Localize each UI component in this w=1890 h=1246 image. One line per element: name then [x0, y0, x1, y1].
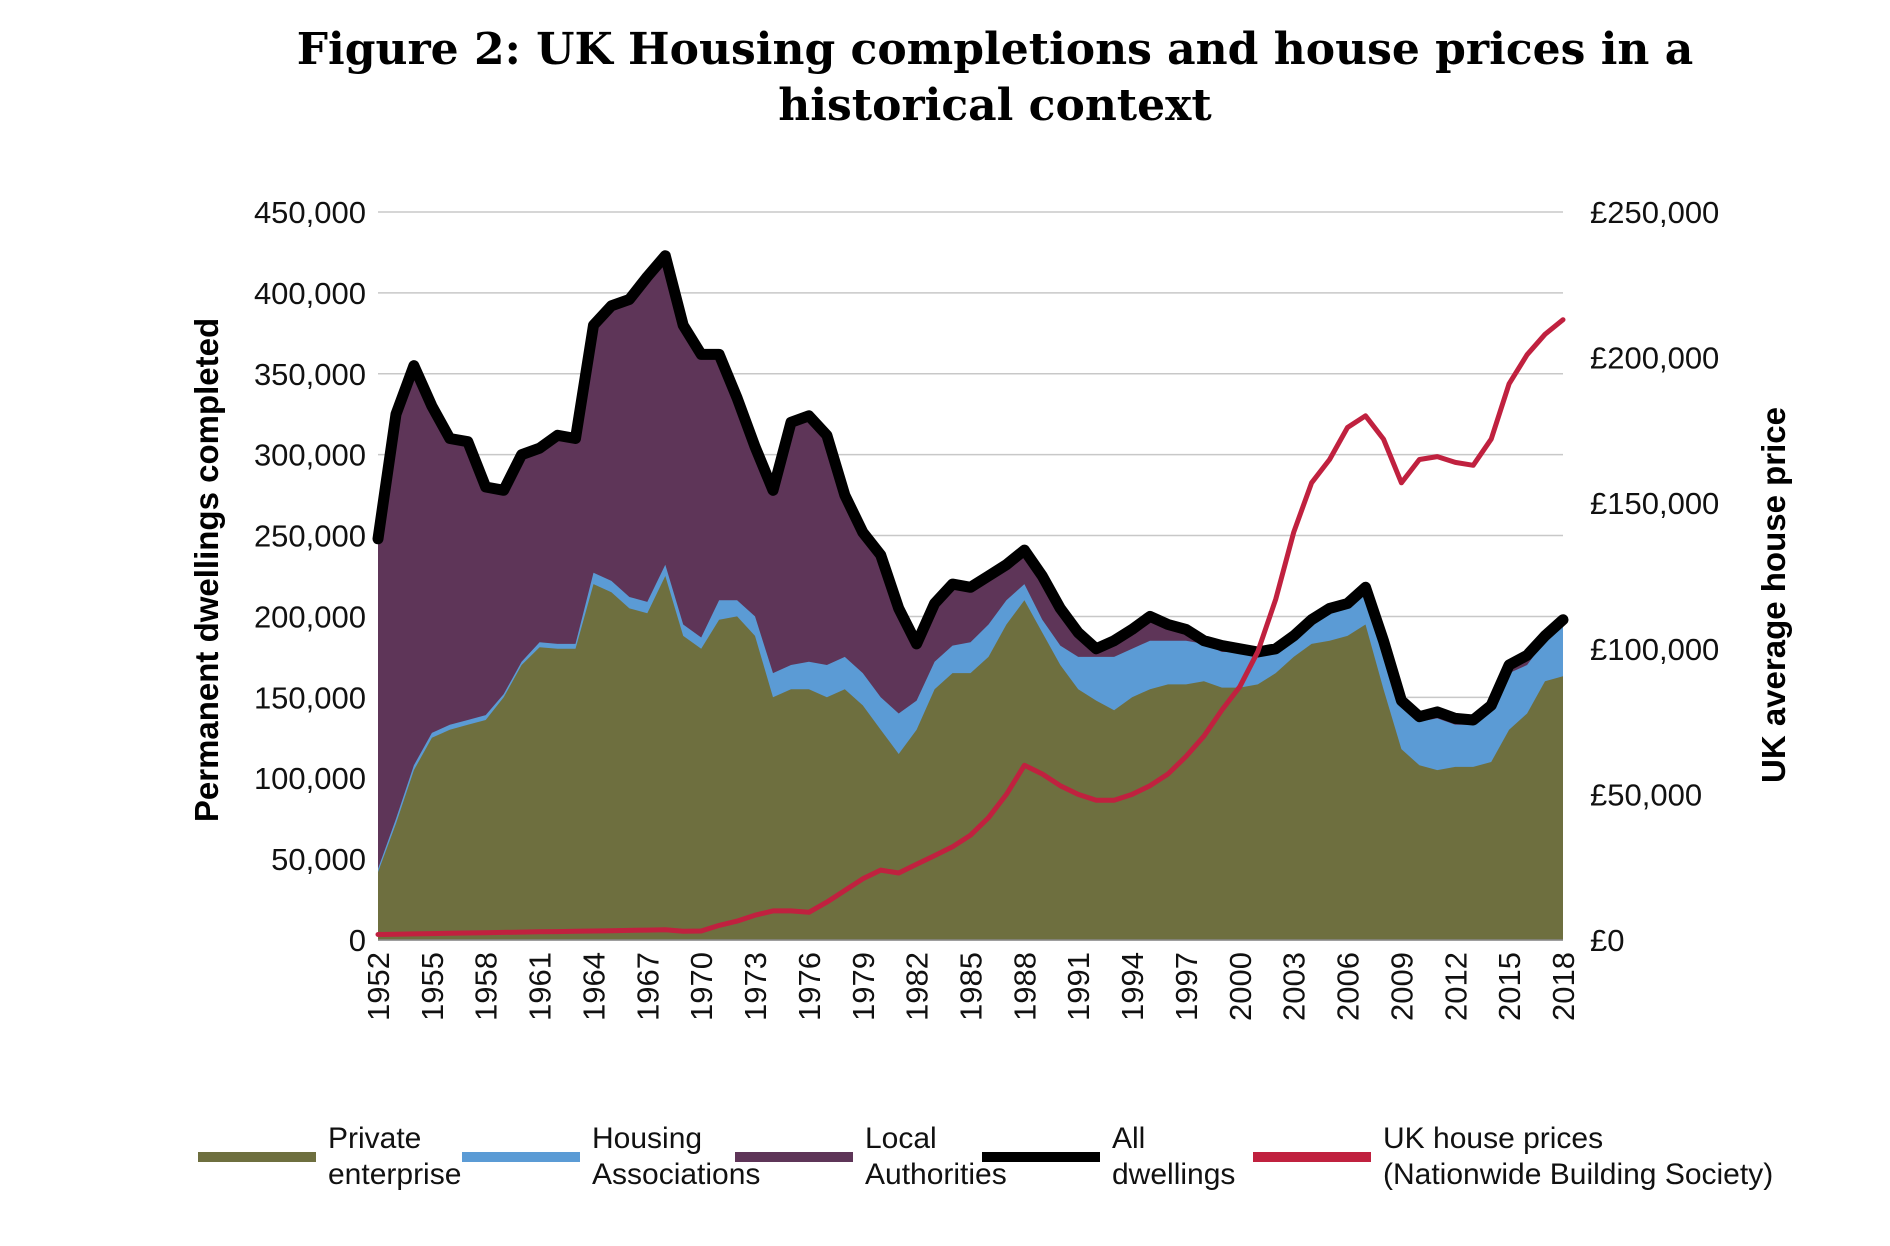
y2-tick-label: £250,000 — [1590, 195, 1719, 230]
area-private-enterprise — [378, 576, 1563, 940]
x-tick-label: 1958 — [469, 952, 504, 1021]
x-tick-label: 1988 — [1007, 952, 1042, 1021]
line-all-dwellings — [372, 250, 1569, 726]
x-tick-label: 1982 — [900, 952, 935, 1021]
x-tick-label: 2015 — [1492, 952, 1527, 1021]
x-tick-label: 1952 — [361, 952, 396, 1021]
y-axis-right: £0 £50,000 £100,000 £150,000 £200,000 £250,00… — [1590, 195, 1719, 958]
x-tick-label: 2003 — [1277, 952, 1312, 1021]
y-tick-label: 50,000 — [271, 842, 366, 877]
x-tick-label: 2000 — [1223, 952, 1258, 1021]
x-tick-label: 2012 — [1438, 952, 1473, 1021]
y-tick-label: 300,000 — [254, 438, 366, 473]
y-tick-label: 250,000 — [254, 519, 366, 554]
x-tick-label: 1967 — [630, 952, 665, 1021]
line-series — [372, 250, 1569, 937]
x-tick-label: 1991 — [1061, 952, 1096, 1021]
y-axis-title: Permanent dwellings completed — [188, 318, 225, 822]
x-tick-label: 2009 — [1384, 952, 1419, 1021]
x-tick-label: 1997 — [1169, 952, 1204, 1021]
legend-label: enterprise — [328, 1158, 461, 1191]
y2-tick-label: £100,000 — [1590, 632, 1719, 667]
line-uk-house-prices-nationwide-building-society — [375, 317, 1566, 937]
y-tick-label: 100,000 — [254, 761, 366, 796]
legend-label: Housing — [592, 1122, 702, 1155]
y2-tick-label: £0 — [1590, 923, 1624, 958]
y-tick-label: 450,000 — [254, 195, 366, 230]
legend-label: Associations — [592, 1158, 760, 1191]
x-axis: 1952 1955 1958 1961 1964 1967 1970 1973 1976 1979… — [361, 939, 1581, 1021]
y-axis-left: 0 50,000 100,000 150,000 200,000 250,000 300,0… — [254, 195, 366, 958]
x-tick-label: 1964 — [577, 952, 612, 1021]
legend-label: Authorities — [865, 1158, 1007, 1191]
legend-label: All — [1112, 1122, 1145, 1155]
chart-title: Figure 2: UK Housing completions and hou… — [296, 24, 1694, 131]
legend-label: Private — [328, 1122, 421, 1155]
y2-tick-label: £200,000 — [1590, 341, 1719, 376]
y2-tick-label: £50,000 — [1590, 777, 1702, 812]
y-tick-label: 0 — [349, 923, 366, 958]
x-tick-label: 1994 — [1115, 952, 1150, 1021]
legend-label: Local — [865, 1122, 937, 1155]
y-tick-label: 200,000 — [254, 599, 366, 634]
x-tick-label: 1979 — [846, 952, 881, 1021]
x-tick-label: 1976 — [792, 952, 827, 1021]
legend-label: dwellings — [1112, 1158, 1235, 1191]
area-series — [378, 255, 1563, 940]
y2-tick-label: £150,000 — [1590, 486, 1719, 521]
y-tick-label: 400,000 — [254, 276, 366, 311]
x-tick-label: 1973 — [738, 952, 773, 1021]
x-tick-label: 2006 — [1331, 952, 1366, 1021]
y-tick-label: 350,000 — [254, 357, 366, 392]
y-tick-label: 150,000 — [254, 680, 366, 715]
x-tick-label: 1985 — [954, 952, 989, 1021]
x-tick-label: 1970 — [684, 952, 719, 1021]
x-tick-label: 1961 — [523, 952, 558, 1021]
legend-label: UK house prices — [1383, 1122, 1603, 1155]
x-tick-label: 1955 — [415, 952, 450, 1021]
y2-axis-title: UK average house price — [1755, 407, 1792, 783]
x-tick-label: 2018 — [1546, 952, 1581, 1021]
legend-label: (Nationwide Building Society) — [1383, 1158, 1773, 1191]
